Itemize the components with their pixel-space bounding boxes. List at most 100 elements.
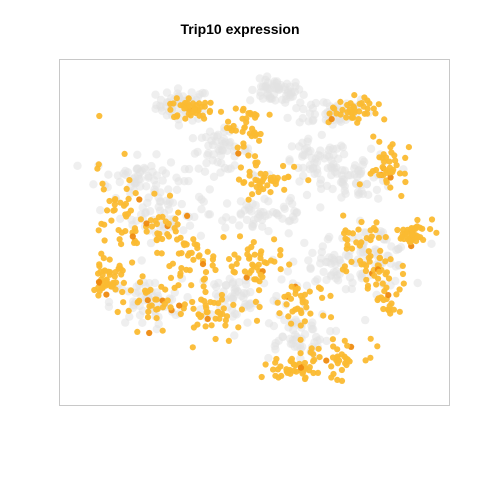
orange-cell-point bbox=[362, 267, 369, 275]
grey-cell-point bbox=[299, 171, 308, 181]
orange-cell-point bbox=[188, 282, 195, 289]
orange-cell-point bbox=[126, 177, 133, 184]
orange-cell-point bbox=[209, 262, 216, 269]
orange-cell-point bbox=[251, 251, 258, 258]
grey-cell-point bbox=[258, 222, 267, 231]
grey-cell-point bbox=[263, 84, 272, 94]
grey-cell-point bbox=[204, 210, 213, 219]
orange-cell-point bbox=[200, 276, 207, 283]
orange-cell-point bbox=[171, 284, 178, 291]
grey-cell-point bbox=[133, 150, 142, 159]
grey-cell-point bbox=[283, 267, 293, 276]
grey-cell-point bbox=[374, 194, 383, 203]
grey-cell-point bbox=[168, 198, 178, 207]
grey-cell-point bbox=[366, 144, 376, 153]
orange-cell-point bbox=[414, 234, 421, 241]
orange-cell-point bbox=[255, 261, 262, 268]
orange-cell-point bbox=[286, 261, 293, 268]
orange-cell-point bbox=[277, 247, 284, 254]
grey-cell-point bbox=[211, 290, 221, 299]
grey-cell-point bbox=[304, 134, 313, 143]
orange-cell-point bbox=[270, 178, 277, 185]
orange-cell-point bbox=[218, 296, 226, 303]
orange-cell-point bbox=[243, 119, 250, 126]
orange-cell-point bbox=[248, 133, 255, 140]
orange-cell-point bbox=[186, 267, 193, 274]
orange-cell-point bbox=[316, 354, 323, 361]
orange-cell-point bbox=[114, 308, 121, 316]
orange-cell-point bbox=[281, 175, 288, 182]
orange-cell-point bbox=[310, 369, 317, 377]
grey-cell-point bbox=[121, 166, 130, 176]
grey-cell-point bbox=[215, 146, 224, 156]
grey-cell-point bbox=[332, 271, 342, 280]
orange-cell-point bbox=[200, 283, 207, 290]
orange-cell-point bbox=[172, 215, 179, 222]
orange-cell-point bbox=[277, 266, 284, 273]
orange-cell-point bbox=[268, 257, 275, 264]
orange-cell-point bbox=[355, 226, 362, 233]
orange-cell-point bbox=[125, 195, 132, 202]
orange-cell-point bbox=[239, 107, 246, 114]
orange-cell-point bbox=[222, 317, 229, 324]
orange-cell-point bbox=[367, 335, 374, 342]
orange-cell-point bbox=[104, 207, 111, 214]
orange-cell-point bbox=[158, 283, 165, 290]
plot-panel-border bbox=[59, 59, 450, 406]
grey-cell-point bbox=[223, 164, 233, 174]
grey-cell-point bbox=[292, 104, 301, 113]
orange-cell-point bbox=[127, 287, 134, 294]
orange-cell-point bbox=[358, 218, 365, 226]
orange-cell-point bbox=[177, 102, 184, 109]
orange-cell-point bbox=[254, 159, 261, 166]
orange-cell-point bbox=[399, 262, 406, 269]
orange-cell-point bbox=[310, 358, 317, 365]
orange-cell-point bbox=[292, 286, 299, 294]
orange-cell-point bbox=[367, 253, 374, 260]
grey-cell-point bbox=[188, 116, 197, 125]
orange-cell-point bbox=[408, 226, 415, 233]
grey-cell-point bbox=[164, 185, 173, 194]
orange-cell-point bbox=[97, 268, 104, 275]
grey-cell-point bbox=[138, 203, 147, 212]
orange-cell-point bbox=[199, 261, 207, 268]
orange-cell-point bbox=[330, 104, 337, 111]
orange-cell-point bbox=[402, 178, 409, 186]
orange-cell-point bbox=[362, 357, 369, 364]
grey-cell-point bbox=[158, 166, 167, 175]
grey-cell-point bbox=[413, 278, 422, 288]
grey-cell-point bbox=[162, 196, 171, 205]
orange-cell-point bbox=[122, 200, 129, 207]
grey-cell-point bbox=[267, 94, 276, 104]
grey-cell-point bbox=[199, 197, 208, 206]
orange-cell-point bbox=[243, 274, 250, 281]
orange-cell-point bbox=[330, 343, 337, 350]
orange-cell-point bbox=[301, 291, 308, 298]
orange-cell-point bbox=[250, 239, 257, 246]
grey-cell-point bbox=[116, 214, 125, 223]
orange-cell-point bbox=[220, 234, 227, 241]
orange-cell-point bbox=[303, 304, 310, 311]
orange-cell-point bbox=[340, 212, 347, 219]
orange-cell-point bbox=[151, 190, 158, 197]
orange-cell-point bbox=[129, 233, 136, 240]
orange-cell-point bbox=[218, 291, 225, 299]
grey-cell-point bbox=[290, 207, 299, 216]
orange-cell-point bbox=[106, 197, 113, 205]
orange-cell-point bbox=[204, 315, 211, 322]
orange-cell-point bbox=[393, 291, 400, 298]
orange-cell-point bbox=[145, 308, 152, 315]
orange-cell-point bbox=[136, 196, 143, 203]
grey-cell-point bbox=[308, 248, 317, 258]
orange-cell-point bbox=[240, 179, 247, 186]
grey-cell-point bbox=[188, 134, 198, 143]
orange-cell-point bbox=[356, 100, 363, 107]
orange-cell-point bbox=[248, 243, 255, 251]
grey-cell-point bbox=[219, 139, 228, 149]
orange-cell-point bbox=[172, 228, 179, 235]
orange-cell-point bbox=[106, 256, 113, 263]
grey-cell-point bbox=[256, 91, 265, 101]
orange-cell-point bbox=[120, 299, 127, 306]
orange-cell-point bbox=[327, 314, 335, 321]
orange-cell-point bbox=[211, 299, 218, 306]
